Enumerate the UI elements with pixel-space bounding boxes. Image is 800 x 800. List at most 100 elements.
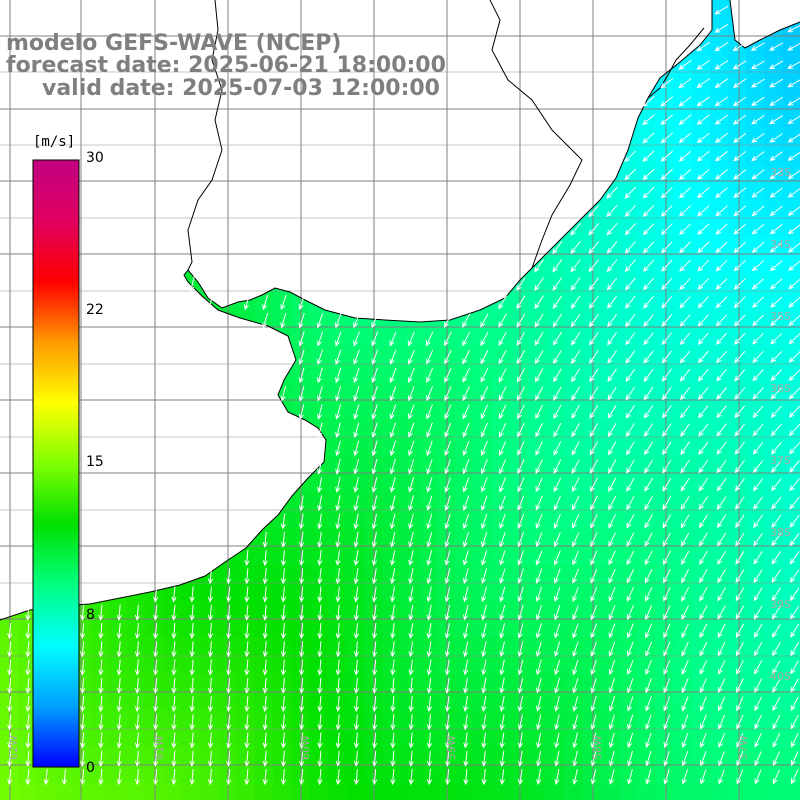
wind-arrow xyxy=(718,769,725,785)
wind-speed-cell xyxy=(564,600,583,620)
wind-arrow xyxy=(535,623,542,639)
wind-arrow xyxy=(608,477,617,493)
wind-speed-cell xyxy=(709,527,729,547)
wind-arrow xyxy=(462,477,470,493)
wind-arrow xyxy=(572,586,579,603)
wind-speed-cell xyxy=(418,691,438,711)
wind-speed-cell xyxy=(709,200,729,219)
wind-arrow xyxy=(390,768,396,786)
wind-speed-cell xyxy=(236,637,256,656)
wind-arrow xyxy=(171,604,177,621)
wind-arrow xyxy=(481,677,487,694)
wind-speed-cell xyxy=(746,746,765,765)
wind-speed-cell xyxy=(455,782,474,800)
wind-arrow xyxy=(517,659,524,676)
wind-arrow xyxy=(426,458,433,475)
wind-arrow xyxy=(389,404,397,420)
wind-speed-cell xyxy=(782,455,800,474)
wind-arrow xyxy=(480,331,489,347)
wind-speed-cell xyxy=(200,764,219,784)
wind-arrow xyxy=(699,732,707,749)
wind-arrow xyxy=(769,133,783,143)
wind-speed-cell xyxy=(364,509,383,529)
wind-arrow xyxy=(426,695,433,713)
wind-arrow xyxy=(226,732,232,749)
wind-speed-cell xyxy=(600,782,620,800)
wind-speed-cell xyxy=(327,709,347,729)
wind-speed-cell xyxy=(618,254,638,274)
wind-speed-cell xyxy=(709,509,729,529)
wind-arrow xyxy=(444,641,450,658)
wind-arrow xyxy=(153,695,159,713)
wind-speed-cell xyxy=(127,728,147,747)
wind-speed-cell xyxy=(273,291,292,310)
wind-speed-cell xyxy=(527,400,547,420)
wind-arrow xyxy=(732,78,747,88)
wind-arrow xyxy=(299,586,305,603)
wind-speed-cell xyxy=(618,273,638,292)
wind-speed-cell xyxy=(109,618,128,638)
wind-speed-cell xyxy=(509,345,529,365)
wind-speed-cell xyxy=(655,127,674,147)
longitude-label: 60W xyxy=(299,735,312,760)
wind-arrow xyxy=(25,750,31,767)
wind-arrow xyxy=(408,568,414,585)
wind-arrow xyxy=(499,440,507,456)
wind-arrow xyxy=(717,587,726,602)
wind-arrow xyxy=(716,441,727,455)
wind-arrow xyxy=(80,750,86,767)
wind-speed-cell xyxy=(637,618,656,638)
wind-arrow xyxy=(645,750,652,767)
wind-speed-cell xyxy=(782,728,800,747)
wind-speed-cell xyxy=(436,600,456,620)
wind-arrow xyxy=(299,568,305,585)
wind-arrow xyxy=(517,459,525,475)
wind-speed-cell xyxy=(91,637,110,656)
wind-speed-cell xyxy=(637,163,656,183)
wind-arrow xyxy=(299,732,305,749)
wind-speed-cell xyxy=(473,746,492,765)
wind-speed-cell xyxy=(200,655,219,674)
wind-arrow xyxy=(280,549,287,567)
wind-speed-cell xyxy=(436,527,456,547)
wind-speed-cell xyxy=(655,655,674,674)
wind-arrow xyxy=(317,477,323,494)
wind-speed-cell xyxy=(582,691,602,711)
wind-arrow xyxy=(189,714,195,731)
wind-arrow xyxy=(408,513,414,530)
wind-speed-cell xyxy=(637,364,656,383)
wind-arrow xyxy=(552,295,563,310)
wind-arrow xyxy=(553,550,561,566)
wind-speed-cell xyxy=(728,691,747,711)
wind-arrow xyxy=(789,460,800,473)
wind-arrow xyxy=(606,241,618,254)
wind-arrow xyxy=(571,350,581,365)
wind-arrow xyxy=(753,478,764,492)
wind-arrow xyxy=(754,732,762,748)
wind-speed-cell xyxy=(163,691,183,711)
wind-speed-cell xyxy=(746,91,765,110)
wind-arrow xyxy=(572,659,579,676)
wind-arrow xyxy=(335,513,341,530)
wind-speed-cell xyxy=(673,91,693,110)
wind-speed-cell xyxy=(491,327,511,347)
wind-speed-cell xyxy=(673,291,693,310)
wind-arrow xyxy=(444,422,452,438)
wind-speed-cell xyxy=(691,218,711,238)
wind-arrow xyxy=(663,696,671,712)
wind-arrow xyxy=(590,532,598,548)
wind-arrow xyxy=(589,441,599,456)
wind-arrow xyxy=(625,441,635,456)
wind-arrow xyxy=(371,404,378,420)
wind-speed-cell xyxy=(418,673,438,693)
wind-speed-cell xyxy=(564,782,583,800)
wind-speed-cell xyxy=(782,254,800,274)
wind-arrow xyxy=(715,241,728,254)
wind-arrow xyxy=(171,641,177,658)
wind-arrow xyxy=(663,605,671,621)
wind-speed-cell xyxy=(400,600,420,620)
wind-arrow xyxy=(480,404,489,420)
wind-arrow xyxy=(25,604,31,621)
wind-arrow xyxy=(317,586,323,603)
wind-speed-cell xyxy=(746,309,765,329)
